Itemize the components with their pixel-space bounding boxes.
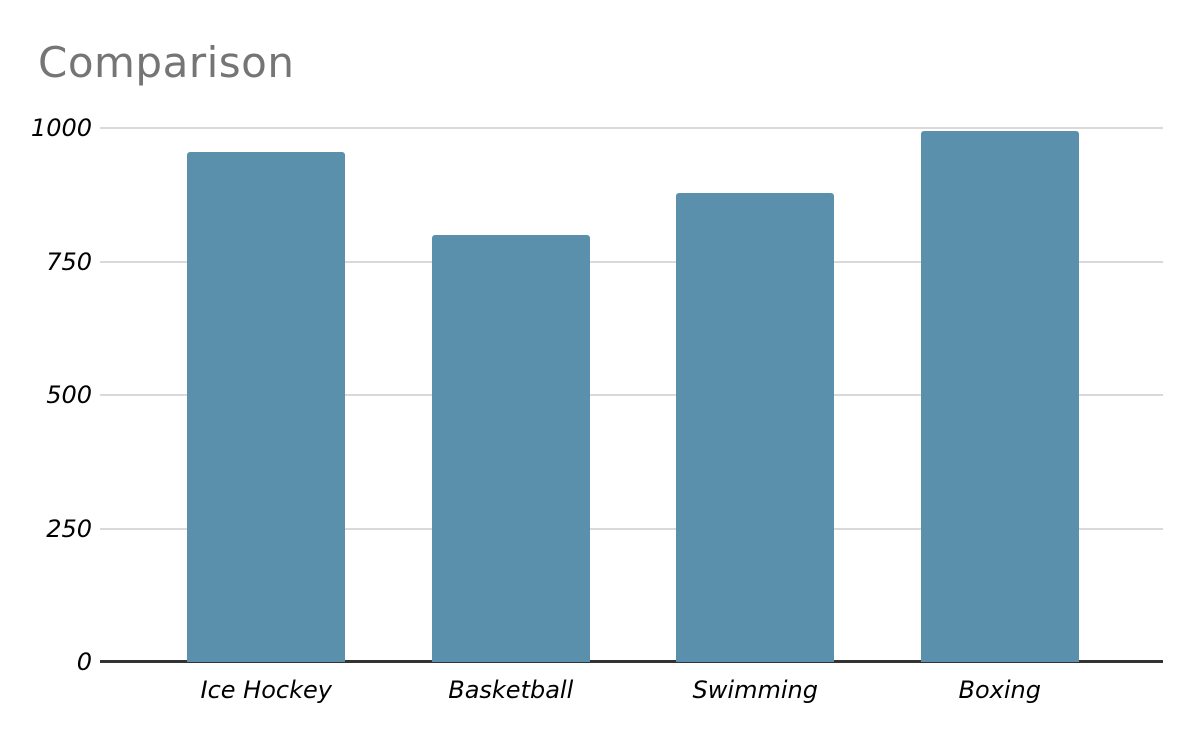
gridline-750 — [100, 260, 1163, 263]
y-axis-label-250: 250 — [46, 514, 92, 543]
x-axis-label-swimming: Swimming — [692, 676, 818, 704]
gridline-1000 — [100, 127, 1163, 129]
bar-ice-hockey — [187, 152, 346, 662]
bar-swimming — [676, 193, 835, 662]
chart-title: Comparison — [38, 38, 295, 87]
y-axis-label-750: 750 — [46, 247, 92, 276]
x-axis-label-ice-hockey: Ice Hockey — [200, 676, 332, 704]
bar-boxing — [920, 130, 1079, 662]
plot-area: 0 250 500 750 1000 Ice Hockey Basketball Swimmi… — [31, 114, 1163, 704]
y-axis-label-1000: 1000 — [30, 114, 92, 142]
y-axis-label-0: 0 — [76, 648, 92, 676]
x-axis-label-basketball: Basketball — [448, 676, 574, 704]
x-axis-label-boxing: Boxing — [958, 676, 1041, 704]
gridline-250 — [100, 527, 1163, 530]
gridline-500 — [100, 394, 1163, 396]
bar-basketball — [431, 234, 590, 662]
y-axis-label-500: 500 — [46, 381, 92, 409]
x-axis-line — [100, 660, 1163, 663]
